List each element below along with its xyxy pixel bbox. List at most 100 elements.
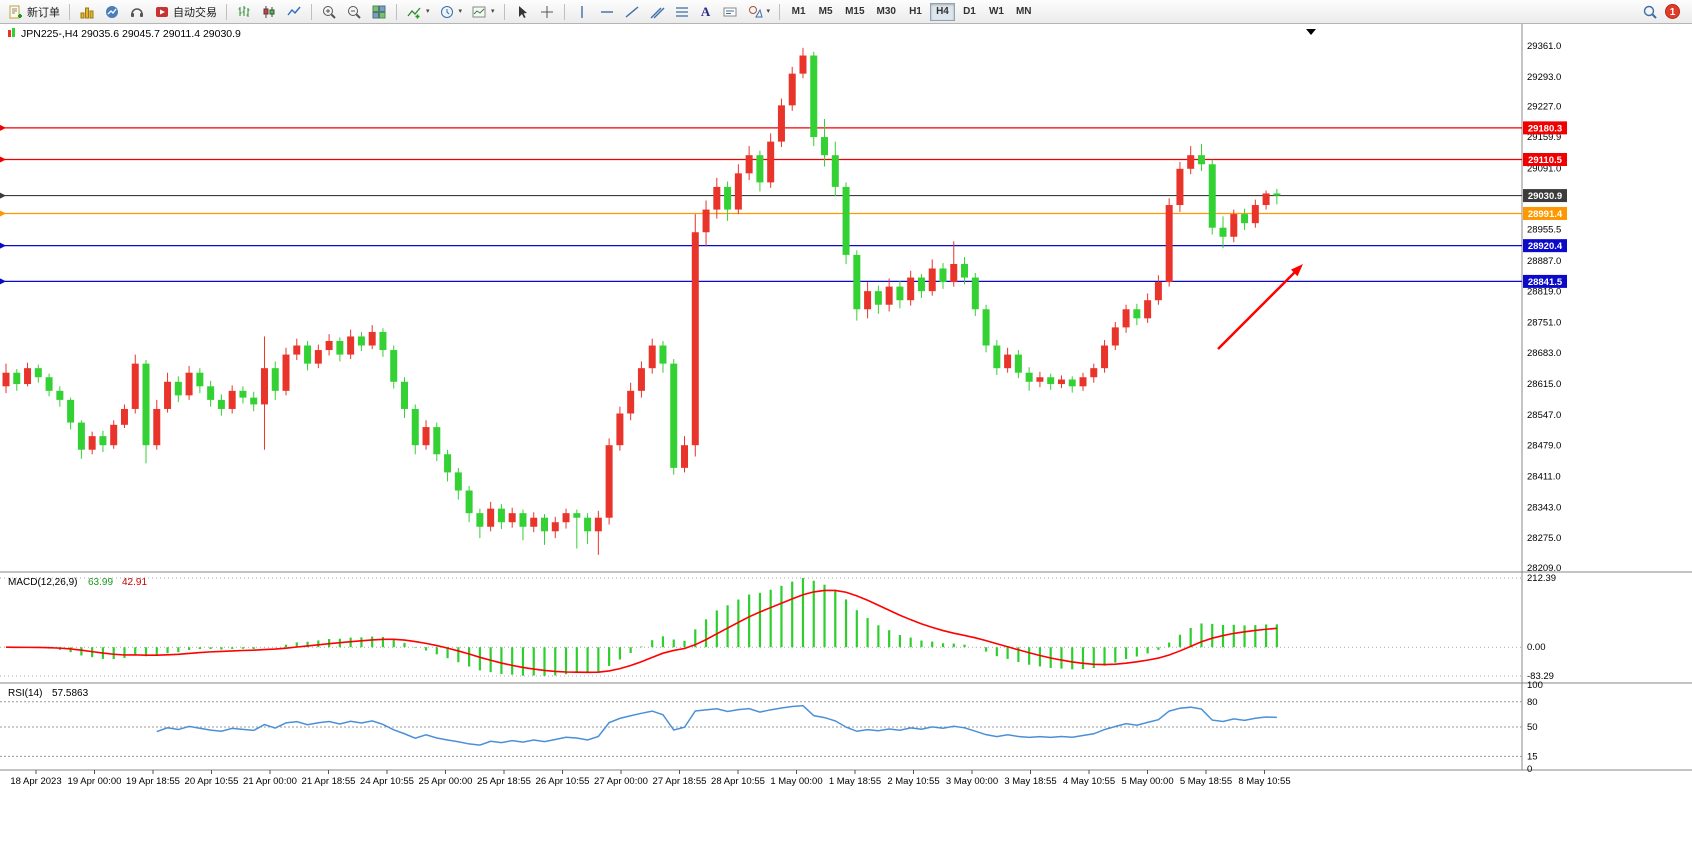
search-icon[interactable] (1642, 4, 1658, 20)
svg-text:28991.4: 28991.4 (1528, 209, 1563, 220)
headset-icon (131, 7, 143, 17)
notification-badge[interactable]: 1 (1665, 4, 1680, 19)
svg-text:0: 0 (1527, 764, 1532, 775)
autotrading-button[interactable]: 自动交易 (150, 2, 221, 22)
timeframe-h1-button[interactable]: H1 (903, 3, 928, 21)
candles-chart-button[interactable] (257, 2, 281, 22)
trendline-button[interactable] (620, 2, 644, 22)
templates-button[interactable]: ▾ (467, 2, 499, 22)
new-order-button[interactable]: 新订单 (4, 2, 64, 22)
timeframe-m30-button[interactable]: M30 (872, 3, 901, 21)
navigator-button[interactable] (100, 2, 124, 22)
svg-text:MACD(12,26,9): MACD(12,26,9) (8, 577, 77, 588)
toolbar-separator (503, 3, 505, 20)
autotrading-icon (156, 6, 168, 17)
price-axis: 29361.0 29293.0 29227.0 29159.9 29091.0 28955… (1527, 41, 1561, 775)
horizontal-line-button[interactable] (595, 2, 619, 22)
chart-window: MACD(12,26,9) 63.99 42.91 RSI(14) 57.5863 293… (0, 24, 1692, 854)
chevron-down-icon: ▾ (491, 8, 495, 15)
svg-text:1 May 18:55: 1 May 18:55 (829, 776, 881, 787)
svg-text:28819.0: 28819.0 (1527, 287, 1561, 298)
bar-chart-icon (238, 5, 250, 17)
zoom-in-button[interactable] (317, 2, 341, 22)
svg-text:28751.0: 28751.0 (1527, 317, 1561, 328)
svg-text:28920.4: 28920.4 (1528, 241, 1563, 252)
shapes-icon (748, 5, 763, 17)
crosshair-button[interactable] (535, 2, 559, 22)
tile-windows-button[interactable] (367, 2, 391, 22)
svg-text:57.5863: 57.5863 (52, 688, 89, 699)
svg-text:25 Apr 18:55: 25 Apr 18:55 (477, 776, 531, 787)
svg-text:RSI(14): RSI(14) (8, 688, 42, 699)
vertical-line-button[interactable] (570, 2, 594, 22)
channel-button[interactable] (645, 2, 669, 22)
zoom-out-button[interactable] (342, 2, 366, 22)
svg-text:29180.3: 29180.3 (1528, 123, 1562, 134)
price-tags: 29180.3 29110.5 29030.9 28991.4 28920.4 28841… (1523, 121, 1567, 288)
tile-windows-icon (372, 5, 386, 18)
toolbar-separator (396, 3, 397, 20)
timeframe-m5-button[interactable]: M5 (813, 3, 838, 21)
timeframe-d1-button[interactable]: D1 (957, 3, 982, 21)
toolbar-separator (311, 3, 312, 20)
fibonacci-button[interactable] (670, 2, 694, 22)
zoom-in-icon (323, 5, 336, 19)
svg-text:29159.9: 29159.9 (1527, 132, 1561, 143)
timeframe-h4-button[interactable]: H4 (929, 2, 955, 21)
text-label-icon (723, 7, 737, 16)
svg-text:29091.0: 29091.0 (1527, 163, 1561, 174)
svg-text:28615.0: 28615.0 (1527, 379, 1561, 390)
svg-text:29110.5: 29110.5 (1528, 155, 1563, 166)
svg-text:63.99: 63.99 (88, 577, 113, 588)
candles-layer (2, 47, 1281, 555)
chevron-down-icon: ▾ (458, 8, 463, 15)
shapes-button[interactable]: ▾ (743, 2, 775, 22)
timeframe-m15-button[interactable]: M15 (840, 3, 869, 21)
svg-text:4 May 10:55: 4 May 10:55 (1063, 776, 1115, 787)
vertical-line-icon (580, 5, 583, 18)
timeframe-m1-button[interactable]: M1 (786, 3, 811, 21)
svg-text:25 Apr 00:00: 25 Apr 00:00 (419, 776, 473, 787)
periods-button[interactable]: ▾ (435, 2, 467, 22)
timeframe-w1-button[interactable]: W1 (984, 3, 1009, 21)
svg-text:3 May 18:55: 3 May 18:55 (1004, 776, 1056, 787)
svg-text:21 Apr 00:00: 21 Apr 00:00 (243, 776, 297, 787)
text-tool-button[interactable]: A (695, 2, 717, 22)
autotrading-label: 自动交易 (173, 6, 217, 19)
toolbar-separator (563, 3, 565, 20)
clock-icon (440, 5, 453, 18)
svg-text:21 Apr 18:55: 21 Apr 18:55 (302, 776, 356, 787)
svg-text:28343.0: 28343.0 (1527, 502, 1561, 513)
timeframe-mn-button[interactable]: MN (1011, 3, 1037, 21)
crosshair-icon (540, 5, 553, 18)
chevron-down-icon: ▾ (766, 8, 771, 15)
channel-icon (650, 7, 665, 18)
line-chart-button[interactable] (282, 2, 306, 22)
horizontal-line-icon (600, 10, 613, 13)
bars-chart-button[interactable] (232, 2, 256, 22)
indicators-button[interactable]: ▾ (402, 2, 434, 22)
cursor-button[interactable] (510, 2, 534, 22)
chart-title-group: JPN225-,H4 29035.6 29045.7 29011.4 29030… (8, 28, 1316, 40)
svg-text:JPN225-,H4 29035.6 29045.7 290: JPN225-,H4 29035.6 29045.7 29011.4 29030… (21, 28, 241, 40)
svg-text:1 May 00:00: 1 May 00:00 (770, 776, 822, 787)
svg-text:8 May 10:55: 8 May 10:55 (1238, 776, 1290, 787)
charts-button[interactable] (75, 2, 99, 22)
svg-text:100: 100 (1527, 680, 1543, 691)
timeframe-toolbar: M1 M5 M15 M30 H1 H4 D1 W1 MN (785, 2, 1037, 21)
label-tool-button[interactable] (718, 2, 742, 22)
svg-text:5 May 18:55: 5 May 18:55 (1180, 776, 1232, 787)
svg-text:28275.0: 28275.0 (1527, 533, 1561, 544)
svg-text:29293.0: 29293.0 (1527, 72, 1561, 83)
chart-canvas[interactable]: MACD(12,26,9) 63.99 42.91 RSI(14) 57.5863 293… (0, 24, 1692, 854)
svg-text:24 Apr 10:55: 24 Apr 10:55 (360, 776, 414, 787)
support-button[interactable] (125, 2, 149, 22)
toolbar-separator (69, 3, 70, 20)
svg-text:28887.0: 28887.0 (1527, 256, 1561, 267)
macd-panel: MACD(12,26,9) 63.99 42.91 (0, 577, 1522, 677)
svg-text:42.91: 42.91 (122, 577, 147, 588)
svg-text:29030.9: 29030.9 (1528, 191, 1562, 202)
rsi-panel: RSI(14) 57.5863 (0, 688, 1522, 757)
svg-text:28 Apr 10:55: 28 Apr 10:55 (711, 776, 765, 787)
